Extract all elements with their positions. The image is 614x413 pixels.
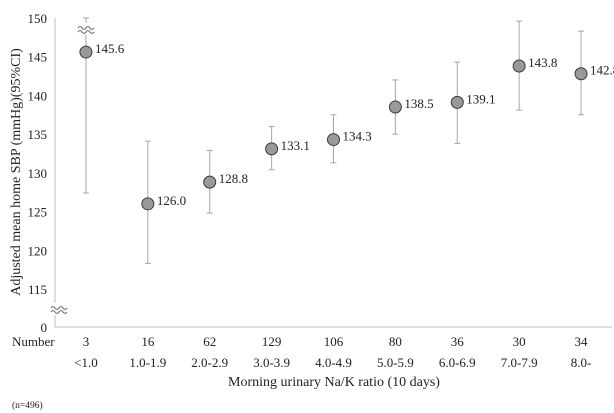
axes [54, 18, 612, 328]
y-tick-label: 0 [41, 320, 48, 335]
count-label: 3 [83, 334, 90, 349]
y-ticks: 150 145 140 135 130 125 120 115 0 [28, 11, 48, 335]
data-label: 133.1 [281, 138, 310, 153]
x-tick-label: 6.0-6.9 [439, 355, 476, 370]
y-tick-label: 140 [28, 88, 48, 103]
y-tick-label: 135 [28, 127, 48, 142]
count-label: 16 [141, 334, 155, 349]
x-tick-label: <1.0 [74, 355, 98, 370]
data-point [450, 95, 464, 109]
data-label: 142.8 [590, 63, 614, 78]
data-point [388, 100, 402, 114]
count-label: 34 [575, 334, 589, 349]
data-point [79, 45, 93, 59]
data-point [512, 59, 526, 73]
x-axis-title: Morning urinary Na/K ratio (10 days) [228, 375, 440, 390]
x-tick-label: 5.0-5.9 [377, 355, 414, 370]
data-point [141, 197, 155, 211]
count-label: 129 [262, 334, 282, 349]
y-axis-title: Adjusted mean home SBP (mmHg)(95%CI) [9, 48, 24, 296]
data-point [574, 67, 588, 81]
data-label: 128.8 [219, 171, 248, 186]
y-tick-label: 115 [28, 282, 47, 297]
x-tick-label: 7.0-7.9 [501, 355, 538, 370]
data-point [265, 142, 279, 156]
data-label: 143.8 [528, 55, 557, 70]
break-wave-upper [50, 305, 68, 311]
count-label: 36 [451, 334, 465, 349]
number-row-label: Number [12, 334, 55, 349]
count-label: 80 [389, 334, 402, 349]
data-label: 139.1 [466, 91, 495, 106]
data-label: 145.6 [95, 41, 125, 56]
data-point [203, 175, 217, 189]
y-tick-label: 120 [28, 243, 48, 258]
data-labels: 145.6 126.0 128.8 133.1 134.3 138.5 139.1 143.8… [95, 41, 614, 208]
count-label: 62 [203, 334, 216, 349]
data-points [79, 45, 588, 211]
count-label: 30 [513, 334, 526, 349]
count-row: 3 16 62 129 106 80 36 30 34 [83, 334, 588, 349]
count-label: 106 [324, 334, 344, 349]
y-tick-label: 130 [28, 166, 48, 181]
y-tick-label: 125 [28, 205, 48, 220]
y-tick-label: 145 [28, 50, 48, 65]
data-label: 134.3 [343, 129, 372, 144]
x-tick-labels: <1.0 1.0-1.9 2.0-2.9 3.0-3.9 4.0-4.9 5.0-5.9 6… [74, 355, 591, 370]
break-wave-upper [77, 25, 95, 31]
x-tick-label: 3.0-3.9 [253, 355, 290, 370]
data-point [327, 133, 340, 147]
y-tick-label: 150 [28, 11, 48, 26]
break-mark-top [76, 23, 95, 35]
x-tick-label: 8.0- [571, 355, 592, 370]
x-tick-label: 4.0-4.9 [315, 355, 352, 370]
x-tick-label: 1.0-1.9 [129, 355, 166, 370]
data-label: 138.5 [404, 96, 433, 111]
data-label: 126.0 [157, 193, 186, 208]
axis-break-marks [50, 23, 95, 315]
x-tick-label: 2.0-2.9 [191, 355, 228, 370]
break-wave-lower [77, 29, 95, 35]
footnote: (n=496) [12, 400, 43, 411]
break-wave-lower [50, 309, 68, 315]
break-mark-bottom [50, 303, 68, 315]
